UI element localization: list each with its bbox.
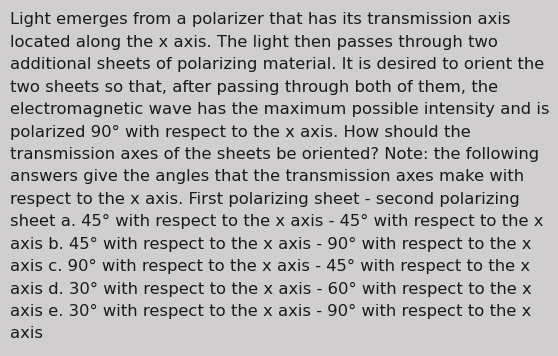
Text: axis c. 90° with respect to the x axis - 45° with respect to the x: axis c. 90° with respect to the x axis -… xyxy=(10,259,530,274)
Text: transmission axes of the sheets be oriented? Note: the following: transmission axes of the sheets be orien… xyxy=(10,147,539,162)
Text: sheet a. 45° with respect to the x axis - 45° with respect to the x: sheet a. 45° with respect to the x axis … xyxy=(10,214,543,229)
Text: electromagnetic wave has the maximum possible intensity and is: electromagnetic wave has the maximum pos… xyxy=(10,102,550,117)
Text: located along the x axis. The light then passes through two: located along the x axis. The light then… xyxy=(10,35,498,50)
Text: axis b. 45° with respect to the x axis - 90° with respect to the x: axis b. 45° with respect to the x axis -… xyxy=(10,237,532,252)
Text: respect to the x axis. First polarizing sheet - second polarizing: respect to the x axis. First polarizing … xyxy=(10,192,520,207)
Text: additional sheets of polarizing material. It is desired to orient the: additional sheets of polarizing material… xyxy=(10,57,544,72)
Text: polarized 90° with respect to the x axis. How should the: polarized 90° with respect to the x axis… xyxy=(10,125,471,140)
Text: axis: axis xyxy=(10,326,43,341)
Text: axis e. 30° with respect to the x axis - 90° with respect to the x: axis e. 30° with respect to the x axis -… xyxy=(10,304,531,319)
Text: Light emerges from a polarizer that has its transmission axis: Light emerges from a polarizer that has … xyxy=(10,12,511,27)
Text: answers give the angles that the transmission axes make with: answers give the angles that the transmi… xyxy=(10,169,524,184)
Text: axis d. 30° with respect to the x axis - 60° with respect to the x: axis d. 30° with respect to the x axis -… xyxy=(10,282,532,297)
Text: two sheets so that, after passing through both of them, the: two sheets so that, after passing throug… xyxy=(10,80,498,95)
